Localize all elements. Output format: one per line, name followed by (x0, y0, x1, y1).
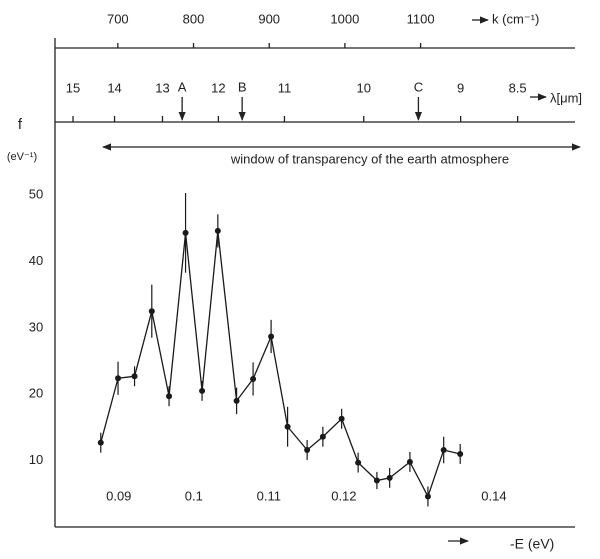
data-point (166, 393, 173, 400)
data-point (250, 375, 257, 382)
lambda-tick-label: 12 (211, 80, 225, 95)
annotation: window of transparency of the earth atmo… (230, 151, 509, 166)
data-point (355, 459, 362, 466)
lambda-tick-label: 9 (457, 80, 464, 95)
y-tick-label: 20 (29, 386, 43, 401)
marker-label: B (238, 79, 247, 94)
data-point (97, 439, 104, 446)
y-tick-label: 30 (29, 319, 43, 334)
y-tick-label: 40 (29, 253, 43, 268)
k-tick-label: 1000 (330, 11, 359, 26)
data-point (338, 415, 345, 422)
k-label: k (cm⁻¹) (492, 11, 539, 26)
y-label: f (18, 116, 23, 133)
x-tick-label: 0.09 (106, 488, 131, 503)
data-point (233, 397, 240, 404)
x-label: -E (eV) (510, 536, 554, 552)
marker-label: C (414, 79, 423, 94)
lambda-tick-label: 8.5 (509, 80, 527, 95)
data-point (268, 333, 275, 340)
x-tick-label: 0.12 (331, 488, 356, 503)
x-tick-label: 0.11 (257, 488, 281, 503)
x-tick-label: 0.14 (481, 488, 506, 503)
lambda-tick-label: 10 (357, 80, 371, 95)
data-point (386, 474, 393, 481)
data-point (131, 373, 138, 380)
data-point (440, 446, 447, 453)
lambda-tick-label: 14 (107, 80, 121, 95)
k-tick-label: 900 (258, 11, 280, 26)
y-tick-label: 10 (29, 452, 43, 467)
data-point (319, 433, 326, 440)
k-tick-label: 800 (183, 11, 205, 26)
data-point (284, 423, 291, 430)
y-tick-label: 50 (29, 186, 43, 201)
data-point (182, 229, 189, 236)
lambda-tick-label: 15 (66, 80, 80, 95)
data-point (424, 493, 431, 500)
y-unit: (eV⁻¹) (7, 151, 37, 163)
data-point (115, 375, 122, 382)
marker-label: A (178, 79, 187, 94)
data-point (148, 308, 155, 315)
k-tick-label: 700 (107, 11, 129, 26)
data-line (100, 230, 461, 499)
data-point (373, 477, 380, 484)
lambda-tick-label: 11 (278, 80, 292, 95)
data-point (457, 450, 464, 457)
k-tick-label: 1100 (407, 11, 435, 26)
data-point (214, 227, 221, 234)
x-tick-label: 0.1 (185, 488, 203, 503)
lambda-tick-label: 13 (155, 80, 169, 95)
lambda-label: λ[μm] (550, 90, 582, 105)
data-point (406, 458, 413, 465)
data-point (199, 387, 206, 394)
data-point (304, 446, 311, 453)
